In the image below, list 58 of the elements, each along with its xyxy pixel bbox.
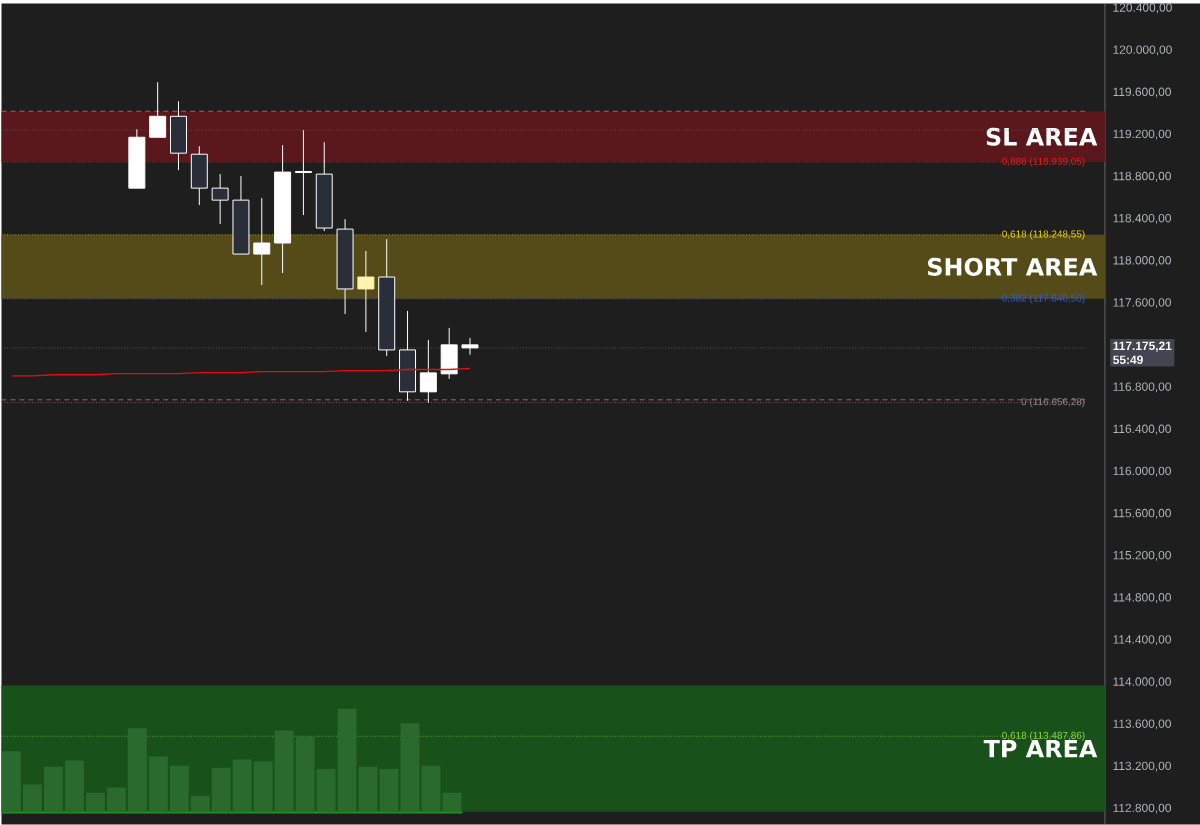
candlestick xyxy=(294,129,312,216)
bar xyxy=(316,768,336,813)
bar xyxy=(64,760,84,813)
bar xyxy=(2,751,21,813)
bar xyxy=(421,765,441,813)
bar xyxy=(358,766,378,813)
ref-line-label: 0,618 (113.487,86) xyxy=(1002,731,1085,741)
bar xyxy=(127,728,147,813)
bar xyxy=(148,756,168,813)
y-tick-label: 113.600,00 xyxy=(1113,719,1171,730)
band-label: SHORT AREA xyxy=(928,257,1098,276)
y-tick-label: 116.000,00 xyxy=(1113,466,1171,477)
y-tick-label: 114.800,00 xyxy=(1113,593,1171,603)
candlestick xyxy=(149,81,167,138)
bar xyxy=(400,723,420,813)
ref-line-label: 0,382 (117.640,50) xyxy=(1002,294,1085,304)
bar xyxy=(169,765,189,813)
band-label: TP AREA xyxy=(983,739,1098,758)
candlestick xyxy=(357,250,375,333)
candlestick xyxy=(461,337,479,356)
y-tick-label: 117.600,00 xyxy=(1113,298,1171,309)
bar xyxy=(44,766,63,813)
bar xyxy=(23,784,42,813)
y-tick-label: 119.200,00 xyxy=(1113,129,1171,140)
y-tick-label: 115.600,00 xyxy=(1113,508,1171,519)
band-label: SL AREA xyxy=(986,127,1098,146)
y-tick-label: 116.400,00 xyxy=(1113,424,1171,435)
y-tick-label: 114.000,00 xyxy=(1113,677,1171,688)
ref-line-label: 0,886 (118.939,05) xyxy=(1002,157,1085,167)
bar xyxy=(295,736,315,813)
text: 55:49 xyxy=(1113,355,1143,364)
bar xyxy=(442,792,462,813)
y-tick-label: 120.400,00 xyxy=(1113,3,1172,14)
bar xyxy=(232,759,252,813)
candlestick xyxy=(419,339,437,404)
bar xyxy=(190,795,210,813)
bar xyxy=(379,768,399,813)
y-tick-label: 118.800,00 xyxy=(1113,171,1171,182)
bar xyxy=(274,730,294,813)
bar xyxy=(337,708,357,813)
bar xyxy=(106,787,126,813)
y-tick-label: 114.400,00 xyxy=(1113,635,1171,646)
bar xyxy=(253,761,273,813)
bar xyxy=(85,792,105,813)
candlestick xyxy=(211,173,229,225)
y-tick-label: 112.800,00 xyxy=(1113,803,1171,814)
ref-line-label: 0 (116.656,28) xyxy=(1021,397,1085,408)
bar xyxy=(211,767,231,813)
ref-line-label: 0,618 (118.248,55) xyxy=(1002,230,1085,240)
candlestick xyxy=(253,197,271,286)
y-tick-label: 115.200,00 xyxy=(1113,550,1171,561)
ref-line-label: 117.175,21 xyxy=(1113,341,1172,352)
y-tick-label: 120.000,00 xyxy=(1113,45,1172,56)
y-tick-label: 119.600,00 xyxy=(1113,87,1171,98)
y-tick-label: 116.800,00 xyxy=(1113,382,1171,393)
y-tick-label: 118.000,00 xyxy=(1113,256,1171,266)
y-tick-label: 118.400,00 xyxy=(1113,213,1171,224)
y-tick-label: 113.200,00 xyxy=(1113,761,1171,772)
